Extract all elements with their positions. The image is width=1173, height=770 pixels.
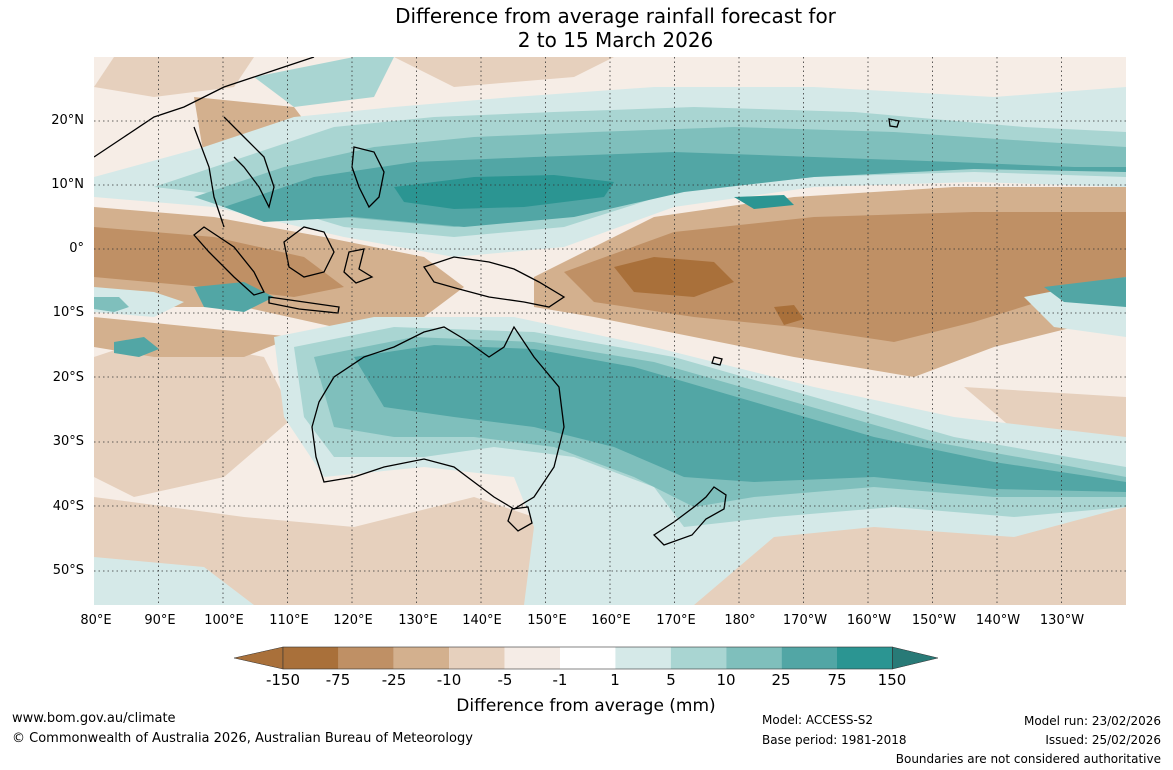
colorbar-segment-wet-1 xyxy=(615,647,671,669)
colorbar-tick-minus-150: -150 xyxy=(265,671,301,689)
website-link[interactable]: www.bom.gov.au/climate xyxy=(12,711,176,726)
australia-coast xyxy=(311,325,565,510)
lon-label-180: 180° xyxy=(724,613,756,628)
model-text: Model: ACCESS-S2 xyxy=(762,713,874,727)
colorbar-tick-10: 10 xyxy=(716,671,736,689)
lon-label-150w: 150°W xyxy=(911,613,957,628)
colorbar-tick-75: 75 xyxy=(827,671,847,689)
disclaimer-text: Boundaries are not considered authoritat… xyxy=(895,752,1161,766)
map-canvas xyxy=(94,57,1126,605)
lon-label-100e: 100°E xyxy=(204,613,244,628)
colorbar-tick-minus-5: -5 xyxy=(497,671,513,689)
colorbar-graphic xyxy=(233,646,939,670)
new-guinea-coast xyxy=(422,256,566,308)
sumatra-coast xyxy=(193,226,265,296)
lat-label-50s: 50°S xyxy=(52,563,84,578)
colorbar xyxy=(233,645,939,671)
issued-text: Issued: 25/02/2026 xyxy=(1045,733,1161,747)
copyright-text: © Commonwealth of Australia 2026, Austra… xyxy=(12,731,473,746)
colorbar-segment-wet-5 xyxy=(670,647,727,669)
asia-coast xyxy=(94,57,315,228)
lat-lon-grid xyxy=(94,57,1126,605)
lat-label-equator: 0° xyxy=(69,241,84,256)
lat-label-10s: 10°S xyxy=(52,305,84,320)
tasmania-coast xyxy=(507,506,533,532)
lat-label-20n: 20°N xyxy=(51,113,84,128)
lon-label-160w: 160°W xyxy=(846,613,892,628)
lon-label-130e: 130°E xyxy=(398,613,438,628)
colorbar-segment-dry-10 xyxy=(449,647,505,669)
title-line-1: Difference from average rainfall forecas… xyxy=(395,4,836,28)
colorbar-segment-dry-75 xyxy=(338,647,394,669)
colorbar-tick-5: 5 xyxy=(666,671,676,689)
lat-label-10n: 10°N xyxy=(51,177,84,192)
base-period-text: Base period: 1981-2018 xyxy=(762,733,907,747)
rainfall-map[interactable] xyxy=(94,57,1126,605)
colorbar-tick-minus-25: -25 xyxy=(381,671,407,689)
colorbar-segment-neutral xyxy=(560,647,616,669)
lon-label-120e: 120°E xyxy=(333,613,373,628)
colorbar-arrow-dry xyxy=(233,646,284,670)
wet-extreme-areas xyxy=(394,175,794,209)
colorbar-tick-minus-75: -75 xyxy=(325,671,351,689)
colorbar-label: Difference from average (mm) xyxy=(456,696,716,716)
chart-title: Difference from average rainfall forecas… xyxy=(0,4,1173,52)
lon-label-110e: 110°E xyxy=(269,613,309,628)
dry-light-areas xyxy=(94,57,1126,605)
lon-label-80e: 80°E xyxy=(80,613,112,628)
philippines-coast xyxy=(351,146,385,209)
lat-label-30s: 30°S xyxy=(52,434,84,449)
new-zealand-coast xyxy=(652,486,727,546)
lat-label-40s: 40°S xyxy=(52,499,84,514)
lon-label-170w: 170°W xyxy=(782,613,828,628)
colorbar-arrow-wet xyxy=(892,646,939,670)
hawaii-coast xyxy=(888,118,900,128)
fiji-coast xyxy=(711,356,723,366)
colorbar-tick-1: 1 xyxy=(610,671,620,689)
lon-label-140e: 140°E xyxy=(462,613,502,628)
lon-label-140w: 140°W xyxy=(975,613,1021,628)
colorbar-tick-minus-1: -1 xyxy=(552,671,568,689)
borneo-coast xyxy=(283,226,335,278)
colorbar-segment-wet-10 xyxy=(726,647,782,669)
model-run-text: Model run: 23/02/2026 xyxy=(1023,714,1161,728)
lat-label-20s: 20°S xyxy=(52,370,84,385)
colorbar-segment-wet-75 xyxy=(837,647,893,669)
lon-label-150e: 150°E xyxy=(527,613,567,628)
colorbar-tick-150: 150 xyxy=(877,671,907,689)
lon-label-130w: 130°W xyxy=(1039,613,1085,628)
colorbar-segment-dry-150 xyxy=(283,647,339,669)
colorbar-segment-wet-25 xyxy=(781,647,837,669)
lon-label-170e: 170°E xyxy=(656,613,696,628)
title-line-2: 2 to 15 March 2026 xyxy=(517,28,714,52)
colorbar-tick-minus-10: -10 xyxy=(436,671,462,689)
colorbar-tick-25: 25 xyxy=(771,671,791,689)
lon-label-160e: 160°E xyxy=(591,613,631,628)
dry-extreme-areas xyxy=(614,257,804,325)
colorbar-segment-dry-5 xyxy=(504,647,560,669)
lon-label-90e: 90°E xyxy=(144,613,176,628)
colorbar-segment-dry-25 xyxy=(393,647,450,669)
